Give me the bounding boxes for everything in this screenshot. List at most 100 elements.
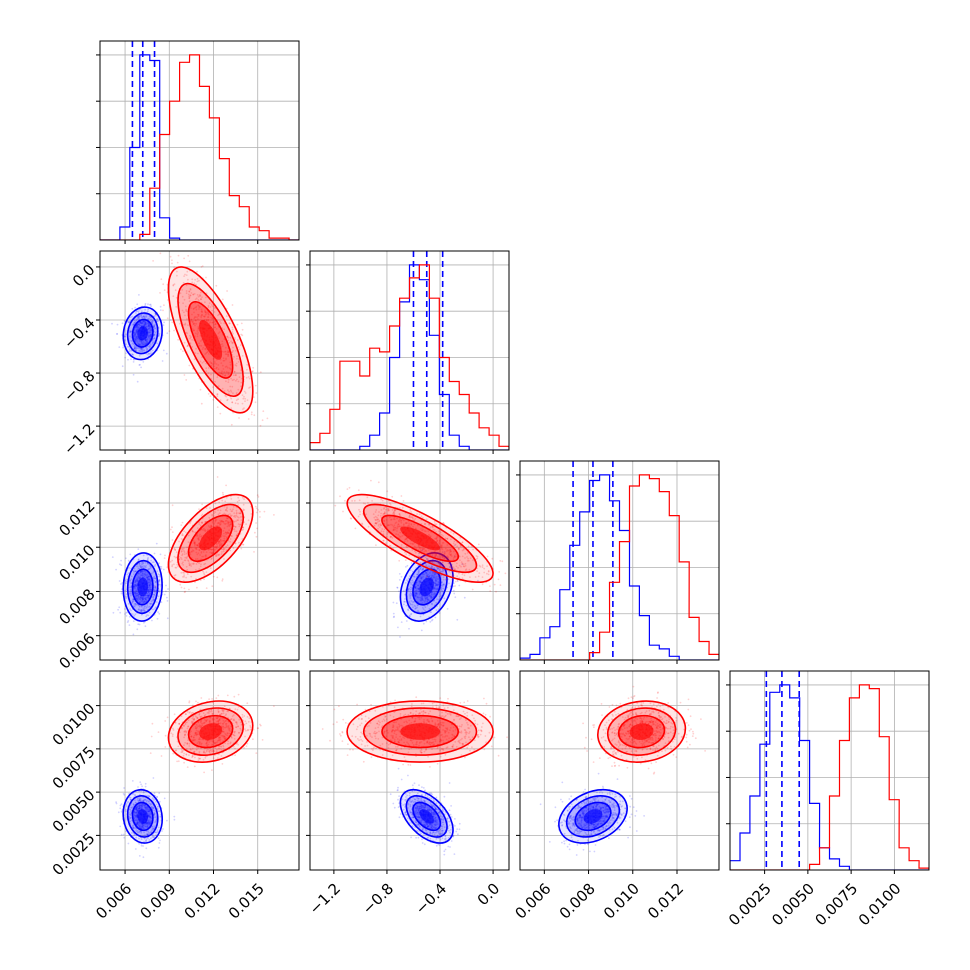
sample-point bbox=[137, 786, 139, 788]
sample-point bbox=[236, 515, 239, 518]
sample-point bbox=[230, 397, 233, 400]
sample-point bbox=[489, 590, 492, 592]
sample-point bbox=[137, 558, 140, 561]
sample-point bbox=[129, 349, 132, 352]
sample-point bbox=[205, 367, 208, 370]
red-contour bbox=[167, 493, 254, 584]
sample-point bbox=[218, 540, 220, 543]
sample-point bbox=[198, 539, 200, 542]
sample-point bbox=[198, 549, 201, 551]
sample-point bbox=[139, 321, 141, 324]
sample-point bbox=[246, 399, 249, 401]
sample-point bbox=[217, 385, 220, 387]
sample-point bbox=[430, 592, 433, 595]
sample-point bbox=[146, 573, 149, 576]
sample-point bbox=[431, 554, 433, 557]
sample-point bbox=[149, 351, 152, 353]
sample-point bbox=[134, 593, 137, 595]
sample-point bbox=[137, 576, 140, 578]
blue-density-level bbox=[137, 577, 149, 597]
sample-point bbox=[226, 399, 229, 402]
sample-point bbox=[187, 278, 189, 281]
sample-point bbox=[201, 311, 204, 314]
sample-point bbox=[122, 346, 124, 349]
sample-point bbox=[244, 400, 246, 403]
sample-point bbox=[153, 591, 156, 593]
sample-point bbox=[241, 529, 244, 531]
sample-point bbox=[139, 576, 142, 578]
sample-point bbox=[189, 289, 192, 291]
sample-point bbox=[147, 594, 150, 597]
sample-point bbox=[148, 353, 151, 355]
sample-point bbox=[229, 508, 232, 511]
sample-point bbox=[127, 603, 130, 605]
sample-point bbox=[182, 561, 184, 564]
sample-point bbox=[149, 583, 151, 586]
sample-point bbox=[125, 557, 127, 560]
sample-point bbox=[198, 342, 201, 345]
sample-point bbox=[139, 598, 141, 601]
sample-point bbox=[129, 335, 131, 338]
sample-point bbox=[230, 391, 233, 393]
sample-point bbox=[173, 283, 176, 285]
sample-point bbox=[192, 293, 195, 296]
sample-point bbox=[135, 565, 138, 568]
sample-point bbox=[235, 399, 238, 402]
sample-point bbox=[138, 343, 141, 346]
sample-point bbox=[201, 522, 204, 524]
sample-point bbox=[131, 315, 134, 318]
sample-point bbox=[148, 324, 151, 326]
sample-point bbox=[419, 575, 422, 578]
sample-point bbox=[430, 596, 432, 599]
sample-point bbox=[139, 324, 141, 327]
sample-point bbox=[129, 608, 132, 610]
sample-point bbox=[226, 544, 229, 547]
sample-point bbox=[426, 604, 429, 607]
sample-point bbox=[148, 577, 151, 580]
sample-point bbox=[124, 613, 126, 615]
sample-point bbox=[180, 586, 183, 589]
sample-point bbox=[141, 322, 144, 324]
sample-point bbox=[143, 324, 146, 326]
sample-point bbox=[435, 609, 438, 612]
sample-point bbox=[154, 581, 157, 584]
sample-point bbox=[214, 511, 217, 513]
sample-point bbox=[227, 517, 229, 520]
sample-point bbox=[123, 335, 126, 338]
sample-point bbox=[221, 551, 223, 553]
sample-point bbox=[226, 506, 228, 509]
sample-point bbox=[259, 371, 262, 374]
sample-point bbox=[132, 573, 135, 575]
sample-point bbox=[415, 594, 417, 597]
sample-point bbox=[139, 564, 142, 567]
sample-point bbox=[153, 337, 156, 340]
sample-point bbox=[144, 321, 146, 323]
sample-point bbox=[219, 412, 222, 415]
sample-point bbox=[134, 346, 136, 349]
sample-point bbox=[461, 563, 464, 566]
sample-point bbox=[152, 608, 155, 611]
sample-point bbox=[174, 549, 177, 551]
sample-point bbox=[138, 354, 141, 357]
sample-point bbox=[416, 596, 419, 599]
sample-point bbox=[132, 324, 135, 326]
sample-point bbox=[200, 552, 203, 554]
sample-point bbox=[204, 521, 207, 523]
sample-point bbox=[254, 531, 256, 534]
sample-point bbox=[147, 327, 150, 330]
sample-point bbox=[147, 336, 150, 339]
sample-point bbox=[239, 512, 241, 515]
sample-point bbox=[200, 266, 203, 268]
sample-point bbox=[262, 410, 265, 413]
sample-point bbox=[127, 620, 130, 622]
sample-point bbox=[155, 601, 158, 603]
sample-point bbox=[131, 780, 134, 782]
sample-point bbox=[179, 322, 181, 325]
sample-point bbox=[171, 559, 174, 562]
sample-point bbox=[119, 825, 122, 828]
sample-point bbox=[225, 357, 227, 360]
sample-point bbox=[148, 335, 151, 337]
sample-point bbox=[137, 565, 139, 568]
sample-point bbox=[405, 620, 408, 622]
sample-point bbox=[149, 588, 152, 591]
